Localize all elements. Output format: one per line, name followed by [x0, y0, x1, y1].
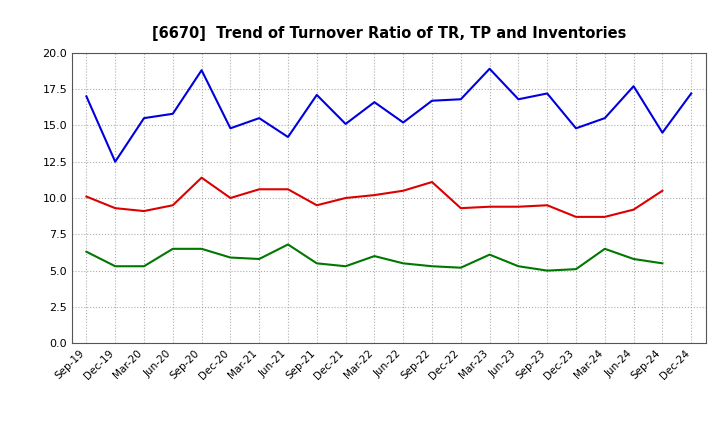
- Trade Receivables: [111, 205, 120, 211]
- Line: Inventories: Inventories: [86, 245, 662, 271]
- Trade Receivables: [370, 192, 379, 198]
- Trade Payables: [629, 84, 638, 89]
- Inventories: [226, 255, 235, 260]
- Inventories: [341, 264, 350, 269]
- Inventories: [428, 264, 436, 269]
- Trade Receivables: [572, 214, 580, 220]
- Inventories: [82, 249, 91, 254]
- Trade Payables: [399, 120, 408, 125]
- Trade Receivables: [399, 188, 408, 193]
- Trade Payables: [485, 66, 494, 71]
- Inventories: [485, 252, 494, 257]
- Trade Receivables: [284, 187, 292, 192]
- Line: Trade Receivables: Trade Receivables: [86, 178, 662, 217]
- Inventories: [658, 260, 667, 266]
- Trade Payables: [111, 159, 120, 165]
- Inventories: [543, 268, 552, 273]
- Trade Payables: [572, 126, 580, 131]
- Trade Receivables: [140, 209, 148, 214]
- Trade Receivables: [428, 180, 436, 185]
- Inventories: [255, 257, 264, 262]
- Inventories: [514, 264, 523, 269]
- Trade Payables: [514, 97, 523, 102]
- Trade Payables: [82, 94, 91, 99]
- Trade Payables: [543, 91, 552, 96]
- Inventories: [168, 246, 177, 252]
- Trade Payables: [140, 115, 148, 121]
- Inventories: [572, 267, 580, 272]
- Trade Payables: [687, 91, 696, 96]
- Trade Payables: [197, 68, 206, 73]
- Trade Payables: [312, 92, 321, 98]
- Inventories: [197, 246, 206, 252]
- Trade Receivables: [543, 202, 552, 208]
- Inventories: [600, 246, 609, 252]
- Inventories: [111, 264, 120, 269]
- Trade Receivables: [341, 195, 350, 201]
- Trade Payables: [168, 111, 177, 117]
- Trade Payables: [658, 130, 667, 136]
- Line: Trade Payables: Trade Payables: [86, 69, 691, 162]
- Trade Receivables: [658, 188, 667, 193]
- Trade Receivables: [312, 202, 321, 208]
- Trade Receivables: [600, 214, 609, 220]
- Trade Payables: [341, 121, 350, 127]
- Trade Payables: [600, 115, 609, 121]
- Trade Payables: [370, 99, 379, 105]
- Inventories: [140, 264, 148, 269]
- Trade Receivables: [226, 195, 235, 201]
- Inventories: [629, 257, 638, 262]
- Trade Payables: [226, 126, 235, 131]
- Trade Payables: [456, 97, 465, 102]
- Inventories: [312, 260, 321, 266]
- Inventories: [456, 265, 465, 270]
- Inventories: [399, 260, 408, 266]
- Trade Receivables: [456, 205, 465, 211]
- Trade Receivables: [168, 202, 177, 208]
- Trade Receivables: [629, 207, 638, 212]
- Trade Payables: [284, 134, 292, 139]
- Inventories: [284, 242, 292, 247]
- Trade Receivables: [197, 175, 206, 180]
- Inventories: [370, 253, 379, 259]
- Text: [6670]  Trend of Turnover Ratio of TR, TP and Inventories: [6670] Trend of Turnover Ratio of TR, TP…: [152, 26, 626, 41]
- Trade Receivables: [82, 194, 91, 199]
- Trade Receivables: [255, 187, 264, 192]
- Trade Payables: [428, 98, 436, 103]
- Trade Receivables: [514, 204, 523, 209]
- Trade Receivables: [485, 204, 494, 209]
- Trade Payables: [255, 115, 264, 121]
